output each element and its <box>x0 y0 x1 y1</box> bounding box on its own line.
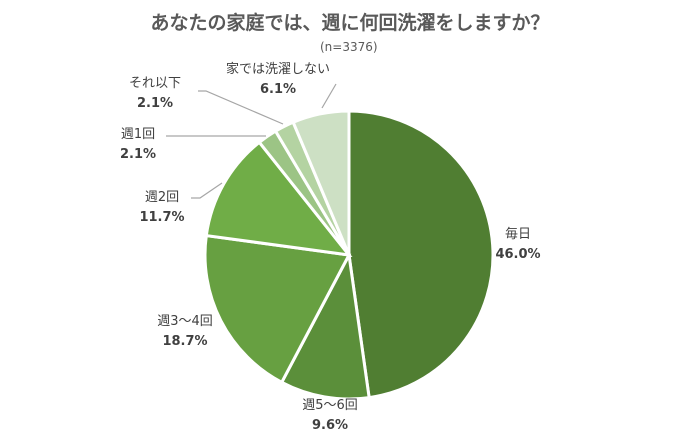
pie-slice <box>291 109 351 256</box>
pie-slice <box>204 140 353 257</box>
label-value: 46.0% <box>495 247 541 262</box>
leader-line-less <box>198 90 284 125</box>
label-w1: 週1回 2.1% <box>108 125 168 165</box>
chart-title: あなたの家庭では、週に何回洗濯をしますか？ <box>150 12 550 34</box>
label-name: 家では洗濯しない <box>225 62 330 77</box>
label-name: それ以下 <box>128 76 181 91</box>
label-none: 家では洗濯しない 6.1% <box>218 60 338 100</box>
pie-slices <box>203 109 495 401</box>
label-name: 週2回 <box>144 190 180 205</box>
label-value: 2.1% <box>136 96 174 111</box>
label-value: 9.6% <box>311 418 349 433</box>
pie-slice <box>279 250 371 401</box>
sample-size-note: (n=3376) <box>320 40 378 54</box>
label-value: 2.1% <box>119 147 157 162</box>
label-daily: 毎日 46.0% <box>490 225 546 265</box>
label-value: 6.1% <box>259 82 297 97</box>
pie-slice <box>347 109 495 400</box>
label-name: 週1回 <box>120 127 156 142</box>
label-less: それ以下 2.1% <box>110 74 200 114</box>
label-w56: 週5〜6回 9.6% <box>290 396 370 436</box>
label-name: 週3〜4回 <box>157 314 213 329</box>
pie-slice <box>203 233 352 385</box>
label-w2: 週2回 11.7% <box>130 188 194 228</box>
label-value: 18.7% <box>162 334 208 349</box>
label-name: 毎日 <box>504 227 531 242</box>
leader-line-none <box>321 83 337 109</box>
label-value: 11.7% <box>139 210 185 225</box>
leader-lines <box>166 83 337 199</box>
label-name: 週5〜6回 <box>302 398 358 413</box>
label-w34: 週3〜4回 18.7% <box>145 312 225 352</box>
leader-line-w2 <box>191 182 223 199</box>
